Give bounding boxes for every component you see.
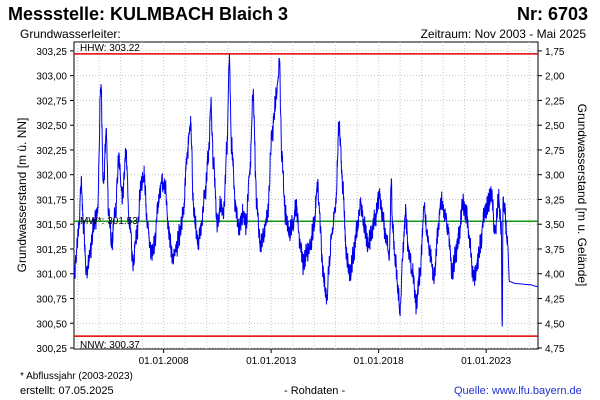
y-tick-label-right: 3,50 <box>545 220 565 231</box>
aquifer-label: Grundwasserleiter: <box>20 27 121 41</box>
y-tick-label-left: 301,00 <box>36 270 67 281</box>
y-tick-label-left: 300,25 <box>36 344 67 355</box>
y-tick-label-left: 300,50 <box>36 319 67 330</box>
y-tick-label-left: 302,25 <box>36 146 67 157</box>
y-axis-label-left: Grundwasserstand [m ü. NN] <box>15 118 29 273</box>
series-line-groundwater <box>73 53 538 327</box>
reference-line-label: HHW: 303.22 <box>80 43 140 54</box>
reference-labels: HHW: 303.22 MW*: 301.53 NNW: 300.37 <box>80 43 140 351</box>
y-tick-label-right: 1,75 <box>545 47 565 58</box>
footnote: * Abflussjahr (2003-2023) <box>20 371 133 382</box>
plot-frame <box>73 41 539 350</box>
source-link[interactable]: Quelle: www.lfu.bayern.de <box>454 385 582 397</box>
y-tick-label-left: 303,00 <box>36 72 67 83</box>
y-tick-label-right: 2,75 <box>545 146 565 157</box>
x-tick-label: 01.01.2008 <box>139 356 189 367</box>
y-tick-label-left: 300,75 <box>36 294 67 305</box>
grid-layer <box>74 42 538 349</box>
y-tick-label-left: 301,25 <box>36 245 67 256</box>
page-title: Messstelle: KULMBACH Blaich 3 <box>8 4 289 24</box>
y-tick-label-right: 3,25 <box>545 195 565 206</box>
axis-layer: 300,25 300,50 300,75 301,00 301,25 301,50 301,… <box>36 47 564 367</box>
y-axis-label-right: Grundwasserstand [m u. Gelände] <box>575 104 589 287</box>
series-layer <box>73 53 538 327</box>
y-tick-label-right: 2,50 <box>545 121 565 132</box>
period-label: Zeitraum: Nov 2003 - Mai 2025 <box>420 27 586 41</box>
y-tick-label-left: 301,75 <box>36 195 67 206</box>
x-tick-label: 01.01.2018 <box>354 356 404 367</box>
reference-line-label: NNW: 300.37 <box>80 340 140 351</box>
created-date: erstellt: 07.05.2025 <box>20 385 114 397</box>
y-tick-label-right: 2,25 <box>545 96 565 107</box>
y-tick-label-left: 302,75 <box>36 96 67 107</box>
x-tick-label: 01.01.2013 <box>246 356 296 367</box>
raw-data-label: - Rohdaten - <box>284 385 346 397</box>
y-tick-label-right: 4,75 <box>545 344 565 355</box>
reference-line-label: MW*: 301.53 <box>80 216 138 227</box>
y-tick-label-right: 3,75 <box>545 245 565 256</box>
y-tick-label-right: 4,00 <box>545 270 565 281</box>
y-tick-label-right: 4,25 <box>545 294 565 305</box>
y-tick-label-right: 3,00 <box>545 171 565 182</box>
x-tick-label: 01.01.2023 <box>461 356 511 367</box>
station-number: Nr: 6703 <box>516 4 588 24</box>
y-tick-label-left: 301,50 <box>36 220 67 231</box>
y-tick-label-left: 302,00 <box>36 171 67 182</box>
y-tick-label-left: 302,50 <box>36 121 67 132</box>
y-tick-label-right: 4,50 <box>545 319 565 330</box>
y-tick-label-right: 2,00 <box>545 72 565 83</box>
y-tick-label-left: 303,25 <box>36 47 67 58</box>
